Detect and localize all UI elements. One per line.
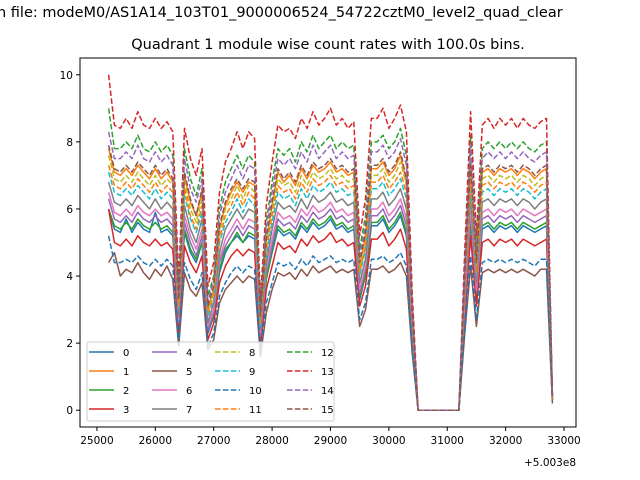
y-axis: 0 2 4 6 8 10 [60,70,80,417]
legend-item-15: 15 [287,405,334,416]
legend-label: 8 [249,348,255,359]
legend-label: 10 [249,386,262,397]
legend-label: 5 [186,367,192,378]
legend-label: 12 [321,348,334,359]
x-axis: 25000 26000 27000 28000 29000 30000 31000 32000… [80,427,581,447]
series-line-15 [107,145,554,411]
legend-label: 11 [249,405,262,416]
x-offset-text: +5.003e8 [524,457,576,469]
legend-item-9: 9 [215,367,255,378]
legend-box [86,341,335,422]
legend-label: 3 [123,405,129,416]
x-tick-label: 33000 [547,435,580,447]
legend-label: 2 [123,386,129,397]
legend-label: 14 [321,386,334,397]
legend-item-4: 4 [152,348,192,359]
x-tick-label: 31000 [431,435,464,447]
y-tick-label: 6 [66,204,73,216]
legend-label: 4 [186,348,192,359]
legend-item-3: 3 [89,405,129,416]
x-tick-label: 26000 [139,435,172,447]
x-tick-label: 30000 [372,435,405,447]
legend-item-2: 2 [89,386,129,397]
legend-item-10: 10 [215,386,262,397]
legend-item-8: 8 [215,348,255,359]
legend-item-11: 11 [215,405,262,416]
legend-label: 13 [321,367,334,378]
series-line-10 [107,235,554,411]
series-line-11 [107,165,554,411]
x-tick-label: 28000 [255,435,288,447]
x-tick-label: 27000 [197,435,230,447]
y-tick-label: 10 [60,70,73,82]
axes-frame [79,57,577,428]
x-tick-label: 32000 [489,435,522,447]
y-tick-label: 4 [66,271,73,283]
series-line-13 [107,74,554,411]
y-tick-label: 0 [66,405,73,417]
x-tick-label: 25000 [80,435,113,447]
legend-label: 0 [123,348,129,359]
series-line-3 [107,208,554,411]
legend-label: 1 [123,367,129,378]
legend-label: 7 [186,405,192,416]
y-tick-label: 8 [66,137,73,149]
series-lines [107,74,554,411]
y-tick-label: 2 [66,338,73,350]
legend-label: 9 [249,367,255,378]
legend-item-7: 7 [152,405,192,416]
chart-title: Quadrant 1 module wise count rates with … [131,37,525,53]
legend-item-0: 0 [89,348,129,359]
legend-item-6: 6 [152,386,192,397]
legend-item-14: 14 [287,386,334,397]
legend-item-1: 1 [89,367,129,378]
x-tick-label: 29000 [314,435,347,447]
legend-label: 15 [321,405,334,416]
legend-item-13: 13 [287,367,334,378]
figure-suptitle: n file: modeM0/AS1A14_103T01_9000006524_… [0,5,563,21]
legend-item-5: 5 [152,367,192,378]
legend-label: 6 [186,386,192,397]
legend-item-12: 12 [287,348,334,359]
